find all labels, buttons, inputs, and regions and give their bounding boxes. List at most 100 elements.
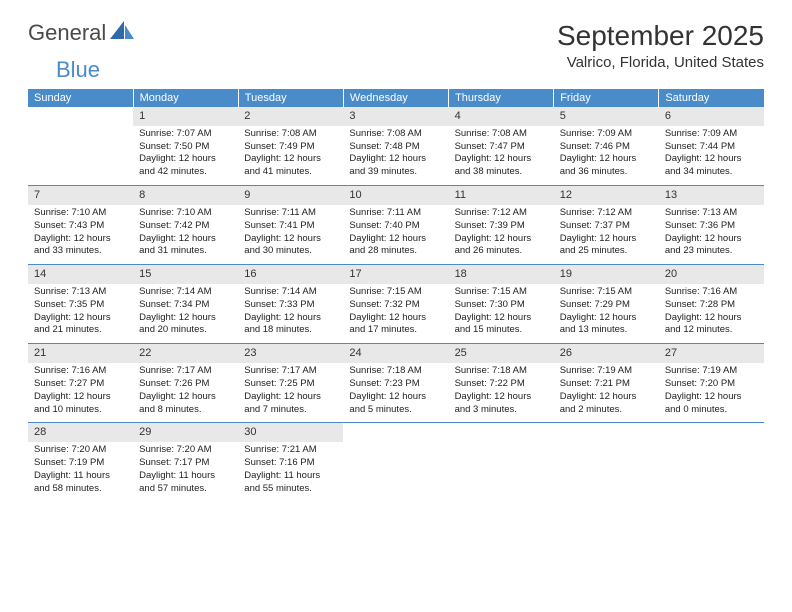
sunrise-text: Sunrise: 7:13 AM — [34, 286, 127, 299]
sunset-text: Sunset: 7:35 PM — [34, 299, 127, 312]
sunrise-text: Sunrise: 7:19 AM — [560, 365, 653, 378]
day-number: 18 — [449, 265, 554, 284]
daylight-text-1: Daylight: 12 hours — [244, 391, 337, 404]
daylight-text-2: and 31 minutes. — [139, 245, 232, 258]
day-number: 1 — [133, 107, 238, 126]
day-number: 22 — [133, 344, 238, 363]
sunset-text: Sunset: 7:17 PM — [139, 457, 232, 470]
daylight-text-2: and 26 minutes. — [455, 245, 548, 258]
sunset-text: Sunset: 7:16 PM — [244, 457, 337, 470]
sunrise-text: Sunrise: 7:18 AM — [455, 365, 548, 378]
day-number: 7 — [28, 186, 133, 205]
day-number: 6 — [659, 107, 764, 126]
daylight-text-1: Daylight: 12 hours — [139, 153, 232, 166]
day-cell: Sunrise: 7:15 AMSunset: 7:32 PMDaylight:… — [343, 284, 448, 344]
day-data-row: Sunrise: 7:20 AMSunset: 7:19 PMDaylight:… — [28, 442, 764, 501]
day-number: 19 — [554, 265, 659, 284]
sunrise-text: Sunrise: 7:14 AM — [139, 286, 232, 299]
daylight-text-1: Daylight: 12 hours — [139, 391, 232, 404]
daylight-text-2: and 38 minutes. — [455, 166, 548, 179]
sunset-text: Sunset: 7:49 PM — [244, 141, 337, 154]
day-data-row: Sunrise: 7:07 AMSunset: 7:50 PMDaylight:… — [28, 126, 764, 186]
sunset-text: Sunset: 7:40 PM — [349, 220, 442, 233]
sunset-text: Sunset: 7:47 PM — [455, 141, 548, 154]
daylight-text-2: and 58 minutes. — [34, 483, 127, 496]
day-number: 2 — [238, 107, 343, 126]
day-number: 23 — [238, 344, 343, 363]
month-title: September 2025 — [557, 20, 764, 52]
day-number: 29 — [133, 423, 238, 442]
day-cell: Sunrise: 7:07 AMSunset: 7:50 PMDaylight:… — [133, 126, 238, 186]
sunrise-text: Sunrise: 7:16 AM — [34, 365, 127, 378]
day-number: 28 — [28, 423, 133, 442]
sunset-text: Sunset: 7:29 PM — [560, 299, 653, 312]
sunrise-text: Sunrise: 7:15 AM — [455, 286, 548, 299]
daylight-text-1: Daylight: 12 hours — [244, 153, 337, 166]
day-number: 20 — [659, 265, 764, 284]
day-number: 8 — [133, 186, 238, 205]
day-number-row: 78910111213 — [28, 186, 764, 205]
daylight-text-2: and 17 minutes. — [349, 324, 442, 337]
location-text: Valrico, Florida, United States — [557, 54, 764, 71]
day-number-row: 123456 — [28, 107, 764, 126]
weekday-header: Sunday — [28, 89, 133, 107]
sunset-text: Sunset: 7:48 PM — [349, 141, 442, 154]
sunset-text: Sunset: 7:34 PM — [139, 299, 232, 312]
empty-cell — [343, 442, 448, 501]
empty-cell — [343, 423, 448, 442]
day-cell: Sunrise: 7:08 AMSunset: 7:48 PMDaylight:… — [343, 126, 448, 186]
daylight-text-1: Daylight: 12 hours — [349, 391, 442, 404]
day-number: 17 — [343, 265, 448, 284]
daylight-text-2: and 30 minutes. — [244, 245, 337, 258]
daylight-text-2: and 41 minutes. — [244, 166, 337, 179]
daylight-text-2: and 20 minutes. — [139, 324, 232, 337]
daylight-text-1: Daylight: 12 hours — [665, 233, 758, 246]
brand-part2: Blue — [56, 57, 100, 83]
daylight-text-1: Daylight: 12 hours — [665, 153, 758, 166]
day-cell: Sunrise: 7:09 AMSunset: 7:46 PMDaylight:… — [554, 126, 659, 186]
day-cell: Sunrise: 7:13 AMSunset: 7:36 PMDaylight:… — [659, 205, 764, 265]
sunset-text: Sunset: 7:30 PM — [455, 299, 548, 312]
day-number: 3 — [343, 107, 448, 126]
sunrise-text: Sunrise: 7:18 AM — [349, 365, 442, 378]
day-cell: Sunrise: 7:16 AMSunset: 7:28 PMDaylight:… — [659, 284, 764, 344]
weekday-header: Friday — [554, 89, 659, 107]
sunrise-text: Sunrise: 7:11 AM — [244, 207, 337, 220]
day-number: 21 — [28, 344, 133, 363]
daylight-text-1: Daylight: 11 hours — [244, 470, 337, 483]
sunrise-text: Sunrise: 7:20 AM — [34, 444, 127, 457]
sunrise-text: Sunrise: 7:17 AM — [139, 365, 232, 378]
sunset-text: Sunset: 7:37 PM — [560, 220, 653, 233]
daylight-text-2: and 42 minutes. — [139, 166, 232, 179]
daylight-text-2: and 13 minutes. — [560, 324, 653, 337]
day-number: 10 — [343, 186, 448, 205]
day-data-row: Sunrise: 7:10 AMSunset: 7:43 PMDaylight:… — [28, 205, 764, 265]
sunrise-text: Sunrise: 7:20 AM — [139, 444, 232, 457]
day-cell: Sunrise: 7:15 AMSunset: 7:30 PMDaylight:… — [449, 284, 554, 344]
daylight-text-2: and 5 minutes. — [349, 404, 442, 417]
day-number: 26 — [554, 344, 659, 363]
sunrise-text: Sunrise: 7:10 AM — [139, 207, 232, 220]
sunset-text: Sunset: 7:28 PM — [665, 299, 758, 312]
empty-cell — [554, 442, 659, 501]
day-cell: Sunrise: 7:16 AMSunset: 7:27 PMDaylight:… — [28, 363, 133, 423]
daylight-text-1: Daylight: 11 hours — [34, 470, 127, 483]
daylight-text-2: and 3 minutes. — [455, 404, 548, 417]
daylight-text-2: and 25 minutes. — [560, 245, 653, 258]
sunrise-text: Sunrise: 7:14 AM — [244, 286, 337, 299]
day-cell: Sunrise: 7:14 AMSunset: 7:34 PMDaylight:… — [133, 284, 238, 344]
daylight-text-1: Daylight: 12 hours — [560, 233, 653, 246]
daylight-text-2: and 36 minutes. — [560, 166, 653, 179]
day-cell: Sunrise: 7:14 AMSunset: 7:33 PMDaylight:… — [238, 284, 343, 344]
daylight-text-2: and 15 minutes. — [455, 324, 548, 337]
sunrise-text: Sunrise: 7:12 AM — [455, 207, 548, 220]
sunset-text: Sunset: 7:50 PM — [139, 141, 232, 154]
sunset-text: Sunset: 7:46 PM — [560, 141, 653, 154]
day-cell: Sunrise: 7:17 AMSunset: 7:25 PMDaylight:… — [238, 363, 343, 423]
daylight-text-2: and 23 minutes. — [665, 245, 758, 258]
empty-cell — [449, 423, 554, 442]
daylight-text-1: Daylight: 12 hours — [560, 391, 653, 404]
day-cell: Sunrise: 7:21 AMSunset: 7:16 PMDaylight:… — [238, 442, 343, 501]
sunrise-text: Sunrise: 7:21 AM — [244, 444, 337, 457]
day-cell: Sunrise: 7:19 AMSunset: 7:21 PMDaylight:… — [554, 363, 659, 423]
